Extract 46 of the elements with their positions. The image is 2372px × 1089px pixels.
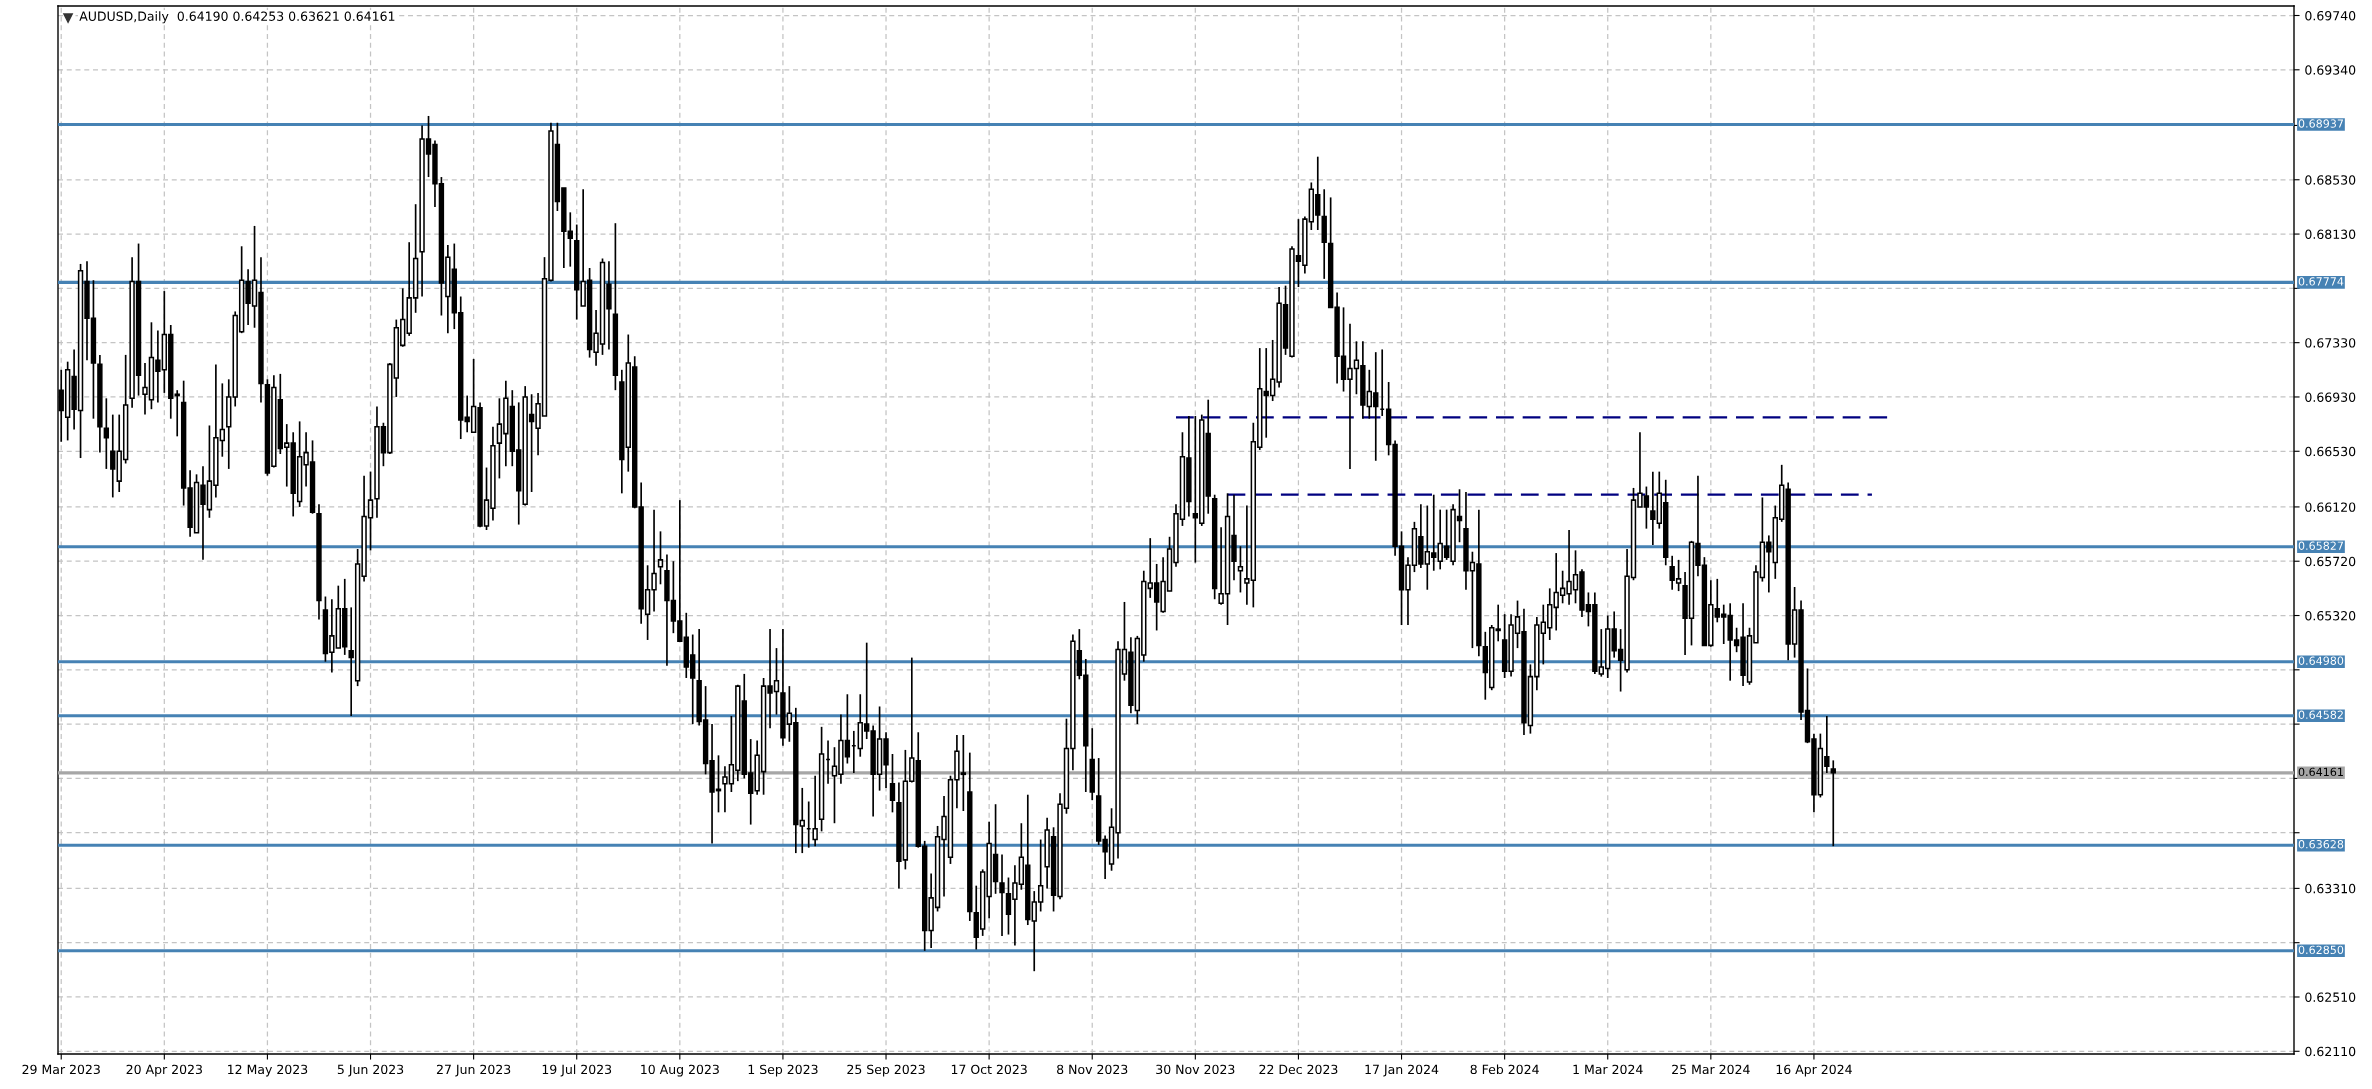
y-tick-label: 0.69340 [2305, 65, 2356, 75]
x-tick-label: 20 Apr 2023 [126, 1064, 202, 1077]
candlestick [889, 753, 896, 814]
x-tick-label: 22 Dec 2023 [1259, 1064, 1338, 1075]
y-tick-label: 0.63310 [2305, 883, 2356, 894]
candlestick [1830, 759, 1836, 847]
x-tick-label: 30 Nov 2023 [1156, 1064, 1235, 1075]
x-tick-label: 1 Sep 2023 [748, 1064, 818, 1077]
x-tick-label: 1 Mar 2024 [1573, 1064, 1643, 1075]
x-tick-label: 29 Mar 2023 [22, 1064, 100, 1075]
y-tick-label: 0.65320 [2305, 610, 2356, 621]
ref-line-label: 0.64161 [2298, 767, 2343, 777]
ref-line-label: 0.67774 [2298, 277, 2344, 286]
x-tick-label: 8 Feb 2024 [1470, 1064, 1539, 1075]
ref-line-label: 0.64582 [2298, 710, 2343, 719]
candlestick [657, 530, 664, 586]
ref-line-label: 0.62850 [2298, 945, 2344, 955]
x-tick-label: 10 Aug 2023 [641, 1064, 719, 1077]
y-tick-label: 0.68530 [2305, 175, 2356, 185]
ref-line-label: 0.64980 [2298, 656, 2344, 665]
y-tick-label: 0.66120 [2305, 502, 2356, 512]
x-tick-label: 5 Jun 2023 [337, 1064, 404, 1077]
x-tick-label: 8 Nov 2023 [1057, 1064, 1128, 1075]
x-tick-label: 25 Mar 2024 [1672, 1064, 1750, 1075]
x-tick-label: 17 Jan 2024 [1365, 1064, 1439, 1077]
candlestick [110, 413, 116, 499]
ref-line-label: 0.63628 [2298, 840, 2344, 849]
chart-title: AUDUSD,Daily 0.64190 0.64253 0.63621 0.64161 [79, 11, 395, 24]
ref-line-label: 0.65827 [2298, 541, 2343, 550]
x-tick-label: 27 Jun 2023 [436, 1064, 511, 1077]
x-tick-label: 12 May 2023 [228, 1064, 308, 1077]
y-tick-label: 0.66930 [2305, 392, 2356, 402]
x-tick-label: 19 Jul 2023 [542, 1064, 612, 1077]
y-tick-label: 0.62510 [2305, 992, 2356, 1002]
y-tick-label: 0.68130 [2305, 229, 2356, 239]
y-tick-label: 0.65720 [2305, 556, 2356, 567]
x-tick-label: 25 Sep 2023 [847, 1064, 925, 1077]
x-tick-label: 16 Apr 2024 [1776, 1064, 1852, 1077]
candlestick [999, 853, 1005, 937]
y-tick-label: 0.69740 [2305, 10, 2356, 21]
ref-line-label: 0.68937 [2298, 119, 2343, 128]
y-tick-label: 0.62110 [2305, 1046, 2356, 1057]
x-tick-label: 17 Oct 2023 [951, 1064, 1027, 1075]
y-tick-label: 0.66530 [2305, 446, 2356, 457]
candlestick [174, 389, 180, 438]
y-tick-label: 0.67330 [2305, 338, 2356, 348]
